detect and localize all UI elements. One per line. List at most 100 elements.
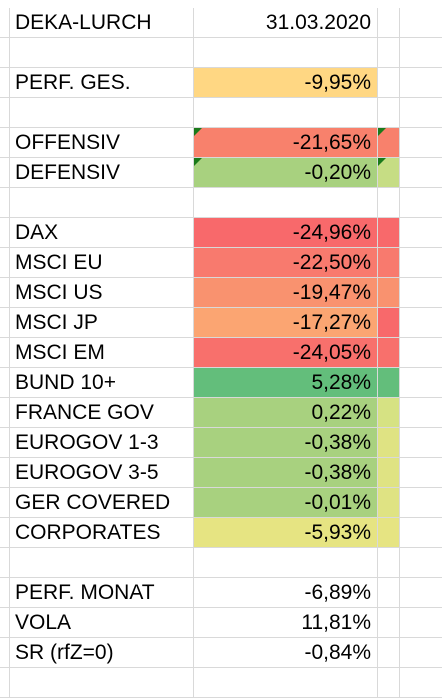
value-cell[interactable]: -22,50%	[194, 248, 378, 278]
spacer-cell[interactable]	[0, 248, 10, 278]
side-color-cell[interactable]	[378, 188, 400, 218]
label-cell[interactable]: BUND 10+	[10, 368, 194, 398]
empty-cell[interactable]	[400, 668, 442, 698]
spacer-cell[interactable]	[0, 218, 10, 248]
spacer-cell[interactable]	[0, 428, 10, 458]
empty-cell[interactable]	[400, 308, 442, 338]
empty-cell[interactable]	[400, 8, 442, 38]
value-cell[interactable]: 11,81%	[194, 608, 378, 638]
label-cell[interactable]	[10, 548, 194, 578]
side-color-cell[interactable]	[378, 518, 400, 548]
spacer-cell[interactable]	[0, 188, 10, 218]
side-color-cell[interactable]	[378, 98, 400, 128]
spacer-cell[interactable]	[0, 68, 10, 98]
value-cell[interactable]: -24,05%	[194, 338, 378, 368]
empty-cell[interactable]	[400, 38, 442, 68]
empty-cell[interactable]	[10, 668, 194, 698]
label-cell[interactable]: CORPORATES	[10, 518, 194, 548]
value-cell[interactable]: -0,01%	[194, 488, 378, 518]
value-cell[interactable]: -21,65%	[194, 128, 378, 158]
label-cell[interactable]	[10, 38, 194, 68]
side-color-cell[interactable]	[378, 398, 400, 428]
empty-cell[interactable]	[400, 518, 442, 548]
spacer-cell[interactable]	[0, 368, 10, 398]
spacer-cell[interactable]	[0, 338, 10, 368]
side-color-cell[interactable]	[378, 368, 400, 398]
label-cell[interactable]: VOLA	[10, 608, 194, 638]
side-color-cell[interactable]	[378, 158, 400, 188]
label-cell[interactable]: DEKA-LURCH	[10, 8, 194, 38]
spacer-cell[interactable]	[0, 488, 10, 518]
value-cell[interactable]: -0,20%	[194, 158, 378, 188]
spacer-cell[interactable]	[0, 458, 10, 488]
empty-cell[interactable]	[400, 338, 442, 368]
label-cell[interactable]	[10, 98, 194, 128]
spacer-cell[interactable]	[0, 278, 10, 308]
spacer-cell[interactable]	[0, 398, 10, 428]
side-color-cell[interactable]	[378, 8, 400, 38]
value-cell[interactable]: 0,22%	[194, 398, 378, 428]
spacer-cell[interactable]	[0, 638, 10, 668]
side-color-cell[interactable]	[378, 308, 400, 338]
label-cell[interactable]: MSCI JP	[10, 308, 194, 338]
value-cell[interactable]	[194, 188, 378, 218]
empty-cell[interactable]	[378, 668, 400, 698]
label-cell[interactable]: OFFENSIV	[10, 128, 194, 158]
empty-cell[interactable]	[0, 668, 10, 698]
spacer-cell[interactable]	[0, 98, 10, 128]
empty-cell[interactable]	[400, 458, 442, 488]
empty-cell[interactable]	[400, 398, 442, 428]
value-cell[interactable]: -9,95%	[194, 68, 378, 98]
label-cell[interactable]: SR (rfZ=0)	[10, 638, 194, 668]
value-cell[interactable]: -19,47%	[194, 278, 378, 308]
value-cell[interactable]: -0,38%	[194, 458, 378, 488]
value-cell[interactable]: -24,96%	[194, 218, 378, 248]
spacer-cell[interactable]	[0, 608, 10, 638]
side-color-cell[interactable]	[378, 428, 400, 458]
label-cell[interactable]: EUROGOV 3-5	[10, 458, 194, 488]
spacer-cell[interactable]	[0, 548, 10, 578]
side-color-cell[interactable]	[378, 248, 400, 278]
label-cell[interactable]: DEFENSIV	[10, 158, 194, 188]
spacer-cell[interactable]	[0, 308, 10, 338]
value-cell[interactable]: -0,84%	[194, 638, 378, 668]
side-color-cell[interactable]	[378, 548, 400, 578]
value-cell[interactable]	[194, 98, 378, 128]
label-cell[interactable]	[10, 188, 194, 218]
label-cell[interactable]: DAX	[10, 218, 194, 248]
spacer-cell[interactable]	[0, 518, 10, 548]
empty-cell[interactable]	[400, 488, 442, 518]
label-cell[interactable]: GER COVERED	[10, 488, 194, 518]
side-color-cell[interactable]	[378, 458, 400, 488]
spacer-cell[interactable]	[0, 158, 10, 188]
side-color-cell[interactable]	[378, 128, 400, 158]
empty-cell[interactable]	[194, 668, 378, 698]
empty-cell[interactable]	[400, 68, 442, 98]
value-cell[interactable]: 31.03.2020	[194, 8, 378, 38]
side-color-cell[interactable]	[378, 278, 400, 308]
spacer-cell[interactable]	[0, 128, 10, 158]
empty-cell[interactable]	[400, 128, 442, 158]
side-color-cell[interactable]	[378, 638, 400, 668]
label-cell[interactable]: MSCI US	[10, 278, 194, 308]
value-cell[interactable]: -17,27%	[194, 308, 378, 338]
side-color-cell[interactable]	[378, 218, 400, 248]
label-cell[interactable]: MSCI EU	[10, 248, 194, 278]
empty-cell[interactable]	[400, 188, 442, 218]
spacer-cell[interactable]	[0, 578, 10, 608]
empty-cell[interactable]	[400, 578, 442, 608]
value-cell[interactable]	[194, 548, 378, 578]
side-color-cell[interactable]	[378, 578, 400, 608]
side-color-cell[interactable]	[378, 68, 400, 98]
value-cell[interactable]: -6,89%	[194, 578, 378, 608]
empty-cell[interactable]	[400, 428, 442, 458]
side-color-cell[interactable]	[378, 608, 400, 638]
label-cell[interactable]: FRANCE GOV	[10, 398, 194, 428]
spacer-cell[interactable]	[0, 38, 10, 68]
value-cell[interactable]: -5,93%	[194, 518, 378, 548]
empty-cell[interactable]	[400, 278, 442, 308]
empty-cell[interactable]	[400, 608, 442, 638]
label-cell[interactable]: EUROGOV 1-3	[10, 428, 194, 458]
label-cell[interactable]: PERF. GES.	[10, 68, 194, 98]
empty-cell[interactable]	[400, 158, 442, 188]
